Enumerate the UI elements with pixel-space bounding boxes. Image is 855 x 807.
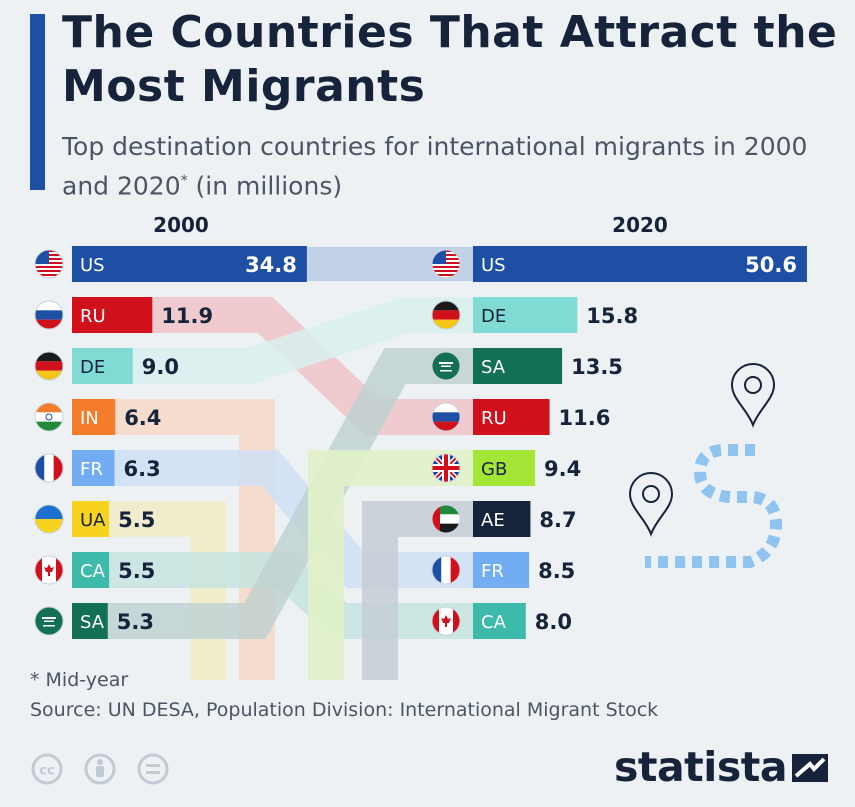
bar-label-2020-ae: AE bbox=[481, 510, 505, 531]
flag-ru-icon bbox=[431, 402, 461, 432]
bar-2000-ru bbox=[72, 297, 153, 333]
bar-2020-us bbox=[473, 246, 807, 282]
value-2000-ca: 5.5 bbox=[118, 559, 155, 583]
bar-label-2020-fr: FR bbox=[481, 561, 504, 582]
flag-sa-icon bbox=[34, 606, 64, 636]
value-2000-fr: 6.3 bbox=[124, 457, 161, 481]
flag-in-icon bbox=[34, 402, 64, 432]
flag-ca-icon bbox=[431, 606, 461, 636]
bar-2020-de bbox=[473, 297, 578, 333]
bar-label-2000-in: IN bbox=[80, 408, 99, 429]
year-2020-header: 2020 bbox=[612, 213, 668, 237]
subtitle-footnote-mark: * bbox=[180, 173, 188, 189]
flag-us-icon bbox=[34, 249, 64, 279]
chart-title: The Countries That Attract the Most Migr… bbox=[62, 7, 838, 112]
bar-label-2000-ru: RU bbox=[80, 306, 106, 327]
bar-label-2000-fr: FR bbox=[80, 459, 103, 480]
bar-2020-sa bbox=[473, 348, 563, 384]
title-accent-bar bbox=[30, 14, 45, 190]
ribbon-ru bbox=[152, 297, 473, 435]
value-2020-ca: 8.0 bbox=[535, 610, 572, 634]
cc-icon: cc bbox=[31, 753, 63, 785]
flag-ua-icon bbox=[34, 504, 64, 534]
flag-ca-icon bbox=[34, 555, 64, 585]
flag-de-icon bbox=[431, 300, 461, 330]
value-2000-ua: 5.5 bbox=[118, 508, 155, 532]
migrants-chart: 2000 2020 US 34.8 RU 11.9 DE 9.0 IN 6.4 FR 6.3 UA 5.5… bbox=[34, 213, 807, 680]
value-2020-gb: 9.4 bbox=[544, 457, 581, 481]
flag-gb-icon bbox=[431, 453, 461, 483]
bar-2000-de bbox=[72, 348, 133, 384]
value-2020-fr: 8.5 bbox=[538, 559, 575, 583]
bar-2000-ua bbox=[72, 501, 110, 537]
value-2020-us: 50.6 bbox=[745, 253, 797, 277]
bar-2020-gb bbox=[473, 450, 536, 486]
bar-label-2020-ru: RU bbox=[481, 408, 507, 429]
flag-sa-icon bbox=[431, 351, 461, 381]
flag-fr-icon bbox=[431, 555, 461, 585]
bar-label-2020-us: US bbox=[481, 255, 506, 276]
bar-label-2020-sa: SA bbox=[481, 357, 506, 378]
bar-2000-sa bbox=[72, 603, 108, 639]
value-2000-ru: 11.9 bbox=[161, 304, 213, 328]
bar-label-2000-us: US bbox=[80, 255, 105, 276]
value-2020-ru: 11.6 bbox=[559, 406, 611, 430]
bar-2000-us bbox=[72, 246, 307, 282]
ribbon-ae bbox=[362, 501, 473, 680]
license-icons: cc bbox=[31, 753, 169, 785]
value-2000-de: 9.0 bbox=[142, 355, 179, 379]
statista-logo-icon bbox=[792, 754, 828, 782]
dashed-route bbox=[645, 444, 783, 568]
no-derivatives-icon bbox=[137, 753, 169, 785]
subtitle-text: Top destination countries for internatio… bbox=[62, 132, 808, 201]
footnote: * Mid-year bbox=[30, 669, 129, 691]
bar-2000-in bbox=[72, 399, 116, 435]
bar-2000-ca bbox=[72, 552, 110, 588]
flag-ae-icon bbox=[431, 504, 461, 534]
route-illustration bbox=[628, 363, 783, 568]
value-2020-sa: 13.5 bbox=[571, 355, 623, 379]
map-pin-icon bbox=[628, 472, 674, 537]
bar-label-2020-de: DE bbox=[481, 306, 506, 327]
bar-label-2000-ua: UA bbox=[80, 510, 106, 531]
flag-fr-icon bbox=[34, 453, 64, 483]
source-line: Source: UN DESA, Population Division: In… bbox=[30, 699, 659, 721]
subtitle-units: (in millions) bbox=[187, 171, 343, 201]
bar-2020-ru bbox=[473, 399, 550, 435]
year-2000-header: 2000 bbox=[153, 213, 209, 237]
bar-label-2020-gb: GB bbox=[481, 459, 507, 480]
attribution-icon bbox=[84, 753, 116, 785]
value-2000-us: 34.8 bbox=[245, 253, 297, 277]
value-2000-in: 6.4 bbox=[124, 406, 161, 430]
bar-2000-fr bbox=[72, 450, 115, 486]
flag-de-icon bbox=[34, 351, 64, 381]
chart-subtitle: Top destination countries for internatio… bbox=[62, 130, 842, 203]
map-pin-icon bbox=[730, 363, 776, 428]
value-2000-sa: 5.3 bbox=[117, 610, 154, 634]
value-2020-de: 15.8 bbox=[586, 304, 638, 328]
bar-label-2000-ca: CA bbox=[80, 561, 106, 582]
bar-label-2000-sa: SA bbox=[80, 612, 105, 633]
flag-ru-icon bbox=[34, 300, 64, 330]
bar-label-2000-de: DE bbox=[80, 357, 105, 378]
statista-wordmark: statista bbox=[614, 743, 788, 791]
svg-text:cc: cc bbox=[39, 764, 54, 779]
value-2020-ae: 8.7 bbox=[539, 508, 576, 532]
bar-label-2020-ca: CA bbox=[481, 612, 507, 633]
flag-us-icon bbox=[431, 249, 461, 279]
ribbon-ua bbox=[109, 501, 226, 680]
bar-2020-ae bbox=[473, 501, 531, 537]
ribbon-gb bbox=[308, 450, 473, 680]
bar-2020-fr bbox=[473, 552, 530, 588]
bar-2020-ca bbox=[473, 603, 526, 639]
